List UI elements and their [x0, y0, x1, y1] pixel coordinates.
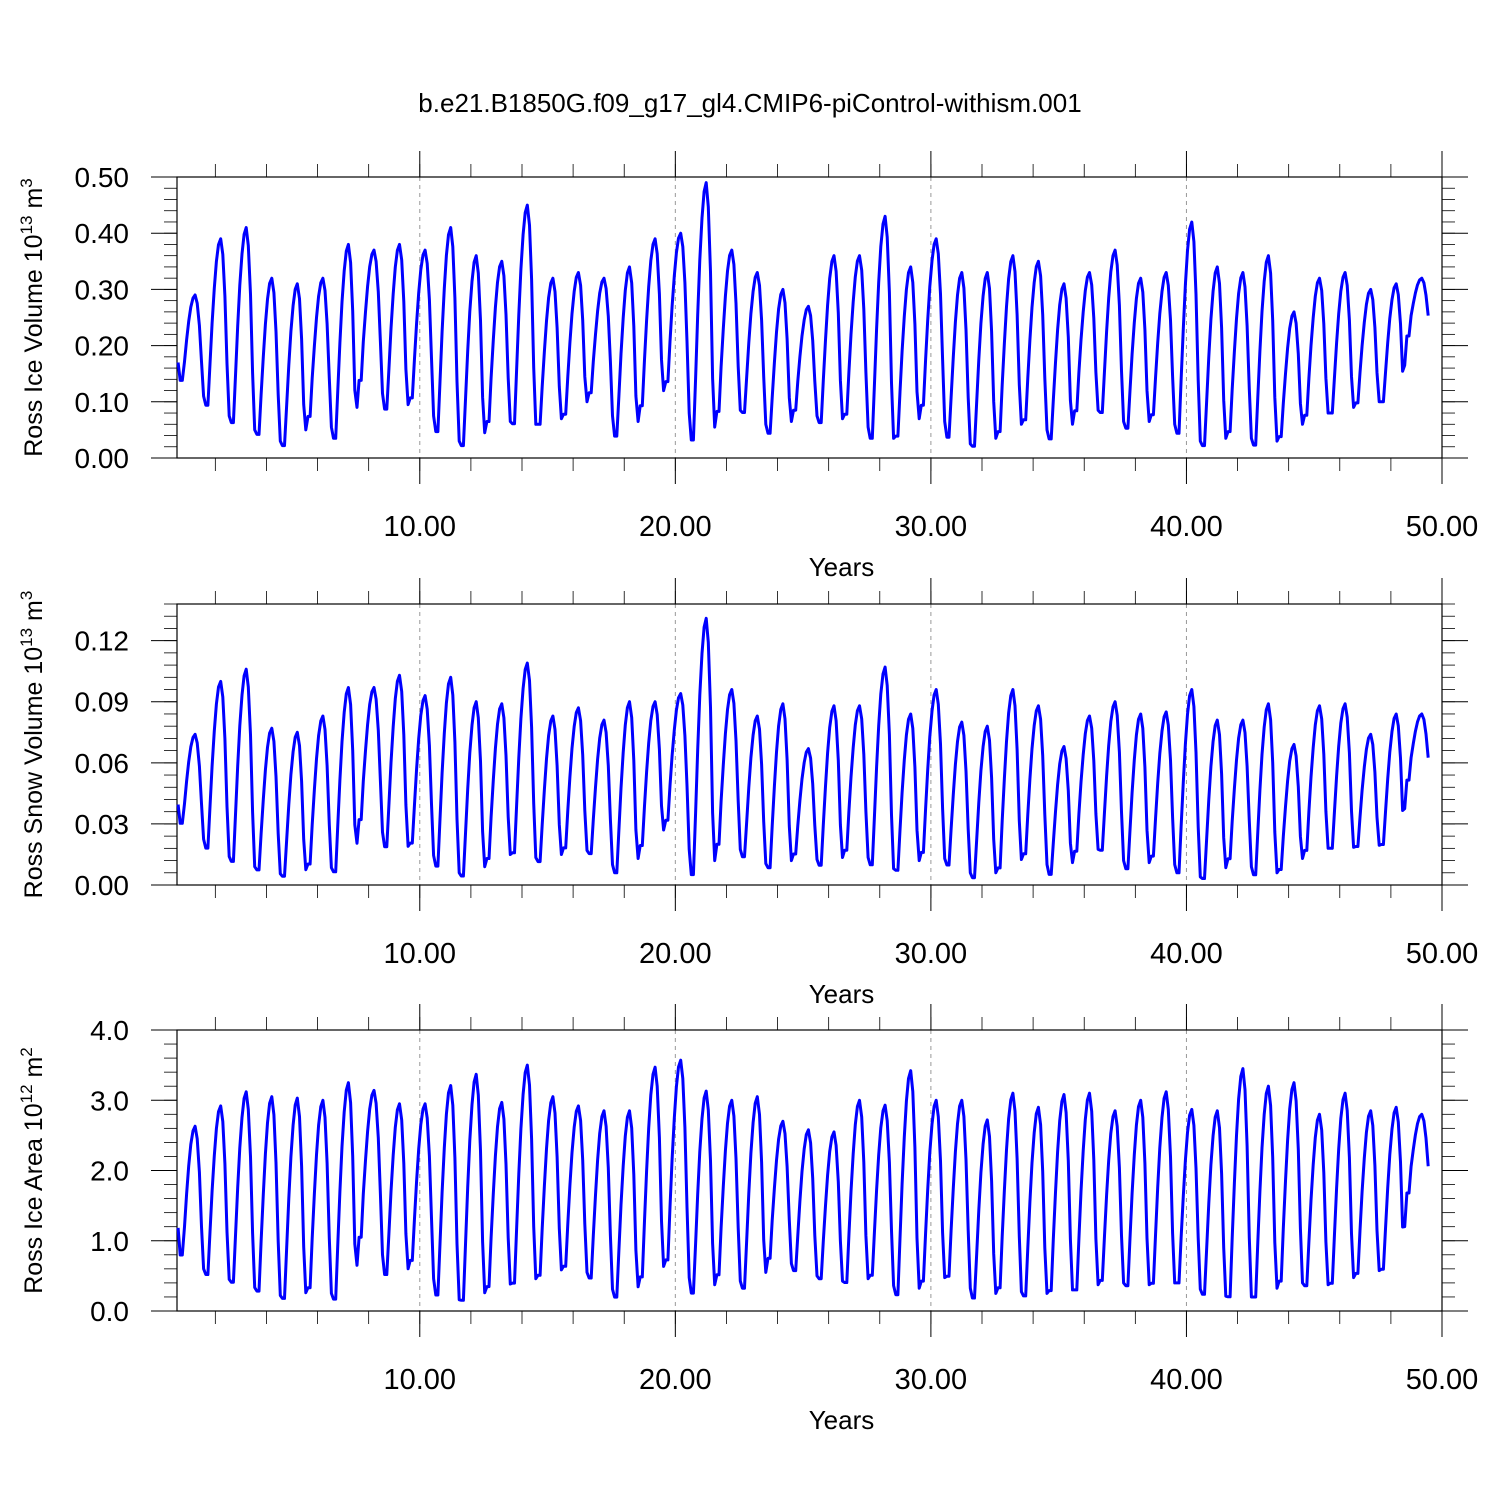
x-tick-label: 20.00 — [639, 1364, 712, 1396]
series-line — [176, 616, 1430, 880]
plot-frame — [176, 176, 1443, 459]
y-axis-label: Ross Snow Volume 1013 m3 — [17, 591, 48, 899]
y-tick-label: 2.0 — [90, 1156, 129, 1187]
series-line — [176, 181, 1430, 448]
panel-2: 0.00 0.03 0.06 0.09 0.12 10.00 20.00 30.00 40.00… — [17, 578, 1478, 1009]
y-axis-label: Ross Ice Volume 1013 m3 — [17, 178, 48, 457]
x-axis-label: Years — [809, 1405, 875, 1435]
y-tick-label: 0.00 — [75, 443, 130, 474]
y-tick-label: 0.30 — [75, 274, 130, 305]
x-tick-label: 30.00 — [895, 511, 968, 543]
y-tick-label: 4.0 — [90, 1015, 129, 1046]
y-tick-label: 0.40 — [75, 218, 130, 249]
y-tick-label: 0.0 — [90, 1296, 129, 1327]
y-tick-label: 0.12 — [75, 626, 130, 657]
x-tick-label: 30.00 — [895, 938, 968, 970]
y-tick-label: 0.09 — [75, 687, 130, 718]
x-tick-label: 10.00 — [383, 1364, 456, 1396]
x-tick-label: 10.00 — [383, 938, 456, 970]
y-axis-label: Ross Ice Area 1012 m2 — [17, 1047, 48, 1294]
y-tick-label: 0.10 — [75, 387, 130, 418]
series-line — [176, 1058, 1430, 1302]
y-tick-label: 0.03 — [75, 809, 130, 840]
y-tick-label: 1.0 — [90, 1226, 129, 1257]
x-tick-label: 40.00 — [1150, 938, 1223, 970]
x-tick-label: 50.00 — [1406, 511, 1479, 543]
x-tick-label: 20.00 — [639, 938, 712, 970]
plot-frame — [176, 603, 1443, 886]
x-tick-label: 10.00 — [383, 511, 456, 543]
y-tick-label: 0.00 — [75, 870, 130, 901]
panels: 0.00 0.10 0.20 0.30 0.40 0.50 10.00 20.00 30.00 4… — [17, 151, 1478, 1435]
plot-frame — [176, 1029, 1443, 1312]
x-tick-label: 30.00 — [895, 1364, 968, 1396]
x-tick-label: 20.00 — [639, 511, 712, 543]
y-tick-label: 0.20 — [75, 331, 130, 362]
x-tick-label: 50.00 — [1406, 938, 1479, 970]
chart-title: b.e21.B1850G.f09_g17_gl4.CMIP6-piControl… — [418, 88, 1081, 118]
y-tick-label: 0.50 — [75, 162, 130, 193]
x-tick-label: 50.00 — [1406, 1364, 1479, 1396]
panel-3: 0.0 1.0 2.0 3.0 4.0 10.00 20.00 30.00 40.00 50.00… — [17, 1004, 1478, 1435]
x-tick-label: 40.00 — [1150, 1364, 1223, 1396]
x-axis-label: Years — [809, 552, 875, 582]
panel-1: 0.00 0.10 0.20 0.30 0.40 0.50 10.00 20.00 30.00 4… — [17, 151, 1478, 582]
y-tick-label: 0.06 — [75, 748, 130, 779]
x-tick-label: 40.00 — [1150, 511, 1223, 543]
x-axis-label: Years — [809, 979, 875, 1009]
y-tick-label: 3.0 — [90, 1085, 129, 1116]
